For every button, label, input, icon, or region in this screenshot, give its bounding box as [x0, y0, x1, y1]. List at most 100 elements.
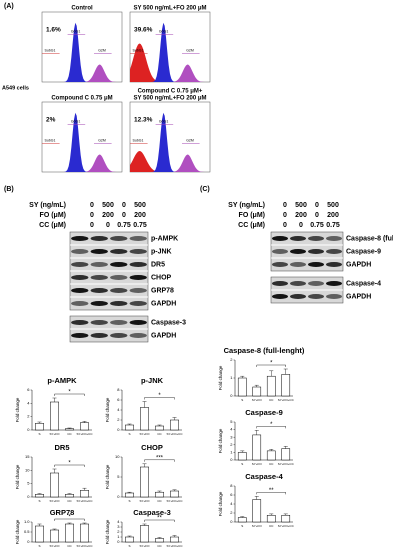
bar	[65, 494, 74, 498]
gate-label: G0G1	[71, 30, 80, 34]
x-tick-label: SY+FO+CC	[166, 499, 183, 503]
treatment-value: 500	[102, 202, 114, 209]
blot-label: DR5	[151, 261, 165, 268]
blot-band	[308, 294, 324, 299]
y-tick-label: 6	[230, 492, 233, 497]
treatment-value: 200	[134, 212, 146, 219]
x-tick-label: S	[241, 398, 243, 402]
gate-label: G2M	[186, 48, 194, 52]
blot-band	[272, 236, 288, 241]
treatment-name: SY (ng/mL)	[228, 202, 265, 209]
bar	[50, 529, 59, 543]
y-tick-label: 2	[230, 357, 233, 362]
y-tick-label: 2	[230, 442, 233, 447]
gate-label: G0G1	[71, 120, 80, 124]
blot-band	[272, 249, 288, 254]
treatment-value: 500	[295, 202, 307, 209]
x-tick-label: SY+FO+CC	[278, 462, 295, 466]
blot-band	[71, 249, 89, 254]
significance-bracket	[54, 518, 85, 521]
y-tick-label: 2	[27, 414, 30, 419]
y-tick-label: 10	[25, 467, 30, 472]
treatment-name: SY (ng/mL)	[29, 202, 66, 209]
blot-band	[90, 236, 108, 241]
blot-band	[71, 320, 89, 325]
treatment-value: 0	[283, 222, 287, 229]
y-tick-label: 10	[115, 454, 120, 459]
bar	[281, 448, 291, 461]
y-tick-label: 4	[230, 501, 233, 506]
bar	[35, 423, 44, 431]
treatment-name: FO (μM)	[239, 212, 265, 219]
x-tick-label: SY+FO+CC	[76, 432, 93, 436]
gate-label: SubG1	[45, 48, 56, 52]
bar	[155, 425, 164, 431]
bar	[140, 466, 149, 498]
significance-label: *	[270, 422, 273, 428]
significance-bracket	[144, 459, 175, 462]
y-axis-label: Fold change	[218, 365, 223, 390]
bar	[266, 375, 276, 397]
histogram-frame	[41, 11, 123, 83]
blot-label: GAPDH	[151, 332, 176, 339]
x-tick-label: SY+FO+CC	[278, 398, 295, 402]
bar	[252, 434, 262, 461]
y-tick-label: 4	[27, 400, 30, 405]
y-tick-label: 6	[27, 387, 30, 392]
y-tick-label: 0.5	[24, 529, 30, 534]
y-tick-label: 4	[117, 519, 120, 524]
x-tick-label: SY+FO+CC	[166, 432, 183, 436]
x-tick-label: SY+FO	[140, 432, 151, 436]
blot-band	[290, 294, 306, 299]
y-tick-label: 6	[117, 397, 120, 402]
x-tick-label: CC	[67, 544, 72, 548]
chart-title: Caspase-4	[245, 472, 283, 481]
row-label: A549 cells	[2, 85, 29, 91]
blot-band	[308, 262, 324, 267]
x-tick-label: SY+FO	[252, 462, 263, 466]
y-tick-label: 5	[230, 419, 233, 424]
treatment-value: 200	[327, 212, 339, 219]
blot-label: p-AMPK	[151, 235, 178, 242]
treatment-value: 200	[295, 212, 307, 219]
treatment-value: 0	[90, 212, 94, 219]
treatment-value: 0	[90, 202, 94, 209]
bar	[170, 536, 179, 543]
bar	[266, 515, 276, 523]
bar	[80, 523, 89, 543]
blot-band	[326, 281, 342, 286]
x-tick-label: S	[38, 432, 40, 436]
x-tick-label: SY+FO	[140, 499, 151, 503]
histogram-title: Control	[71, 6, 93, 12]
gate-label: G2M	[98, 138, 106, 142]
bar	[125, 492, 134, 498]
y-tick-label: 2	[117, 417, 120, 422]
blot-label: GAPDH	[151, 300, 176, 307]
y-axis-label: Fold change	[105, 397, 110, 422]
histogram-title: Compound C 0.75 μM+	[138, 89, 203, 95]
y-tick-label: 0	[27, 539, 30, 544]
treatment-name: FO (μM)	[40, 212, 66, 219]
panel-label: (C)	[200, 186, 210, 193]
bar	[65, 523, 74, 543]
bar	[140, 407, 149, 431]
bar	[50, 401, 59, 431]
y-axis-label: Fold change	[218, 491, 223, 516]
y-tick-label: 2	[230, 510, 233, 515]
histogram-area	[130, 43, 210, 82]
chart-title: Caspase-3	[133, 508, 171, 517]
blot-band	[290, 249, 306, 254]
y-tick-label: 3	[117, 524, 120, 529]
significance-bracket	[144, 519, 175, 522]
blot-band	[90, 301, 108, 306]
bar	[281, 374, 291, 397]
y-tick-label: 8	[117, 387, 120, 392]
blot-band	[90, 288, 108, 293]
blot-band	[110, 249, 128, 254]
blot-band	[110, 275, 128, 280]
blot-band	[71, 288, 89, 293]
x-tick-label: CC	[67, 499, 72, 503]
significance-label: *	[68, 461, 71, 467]
x-tick-label: CC	[157, 499, 162, 503]
